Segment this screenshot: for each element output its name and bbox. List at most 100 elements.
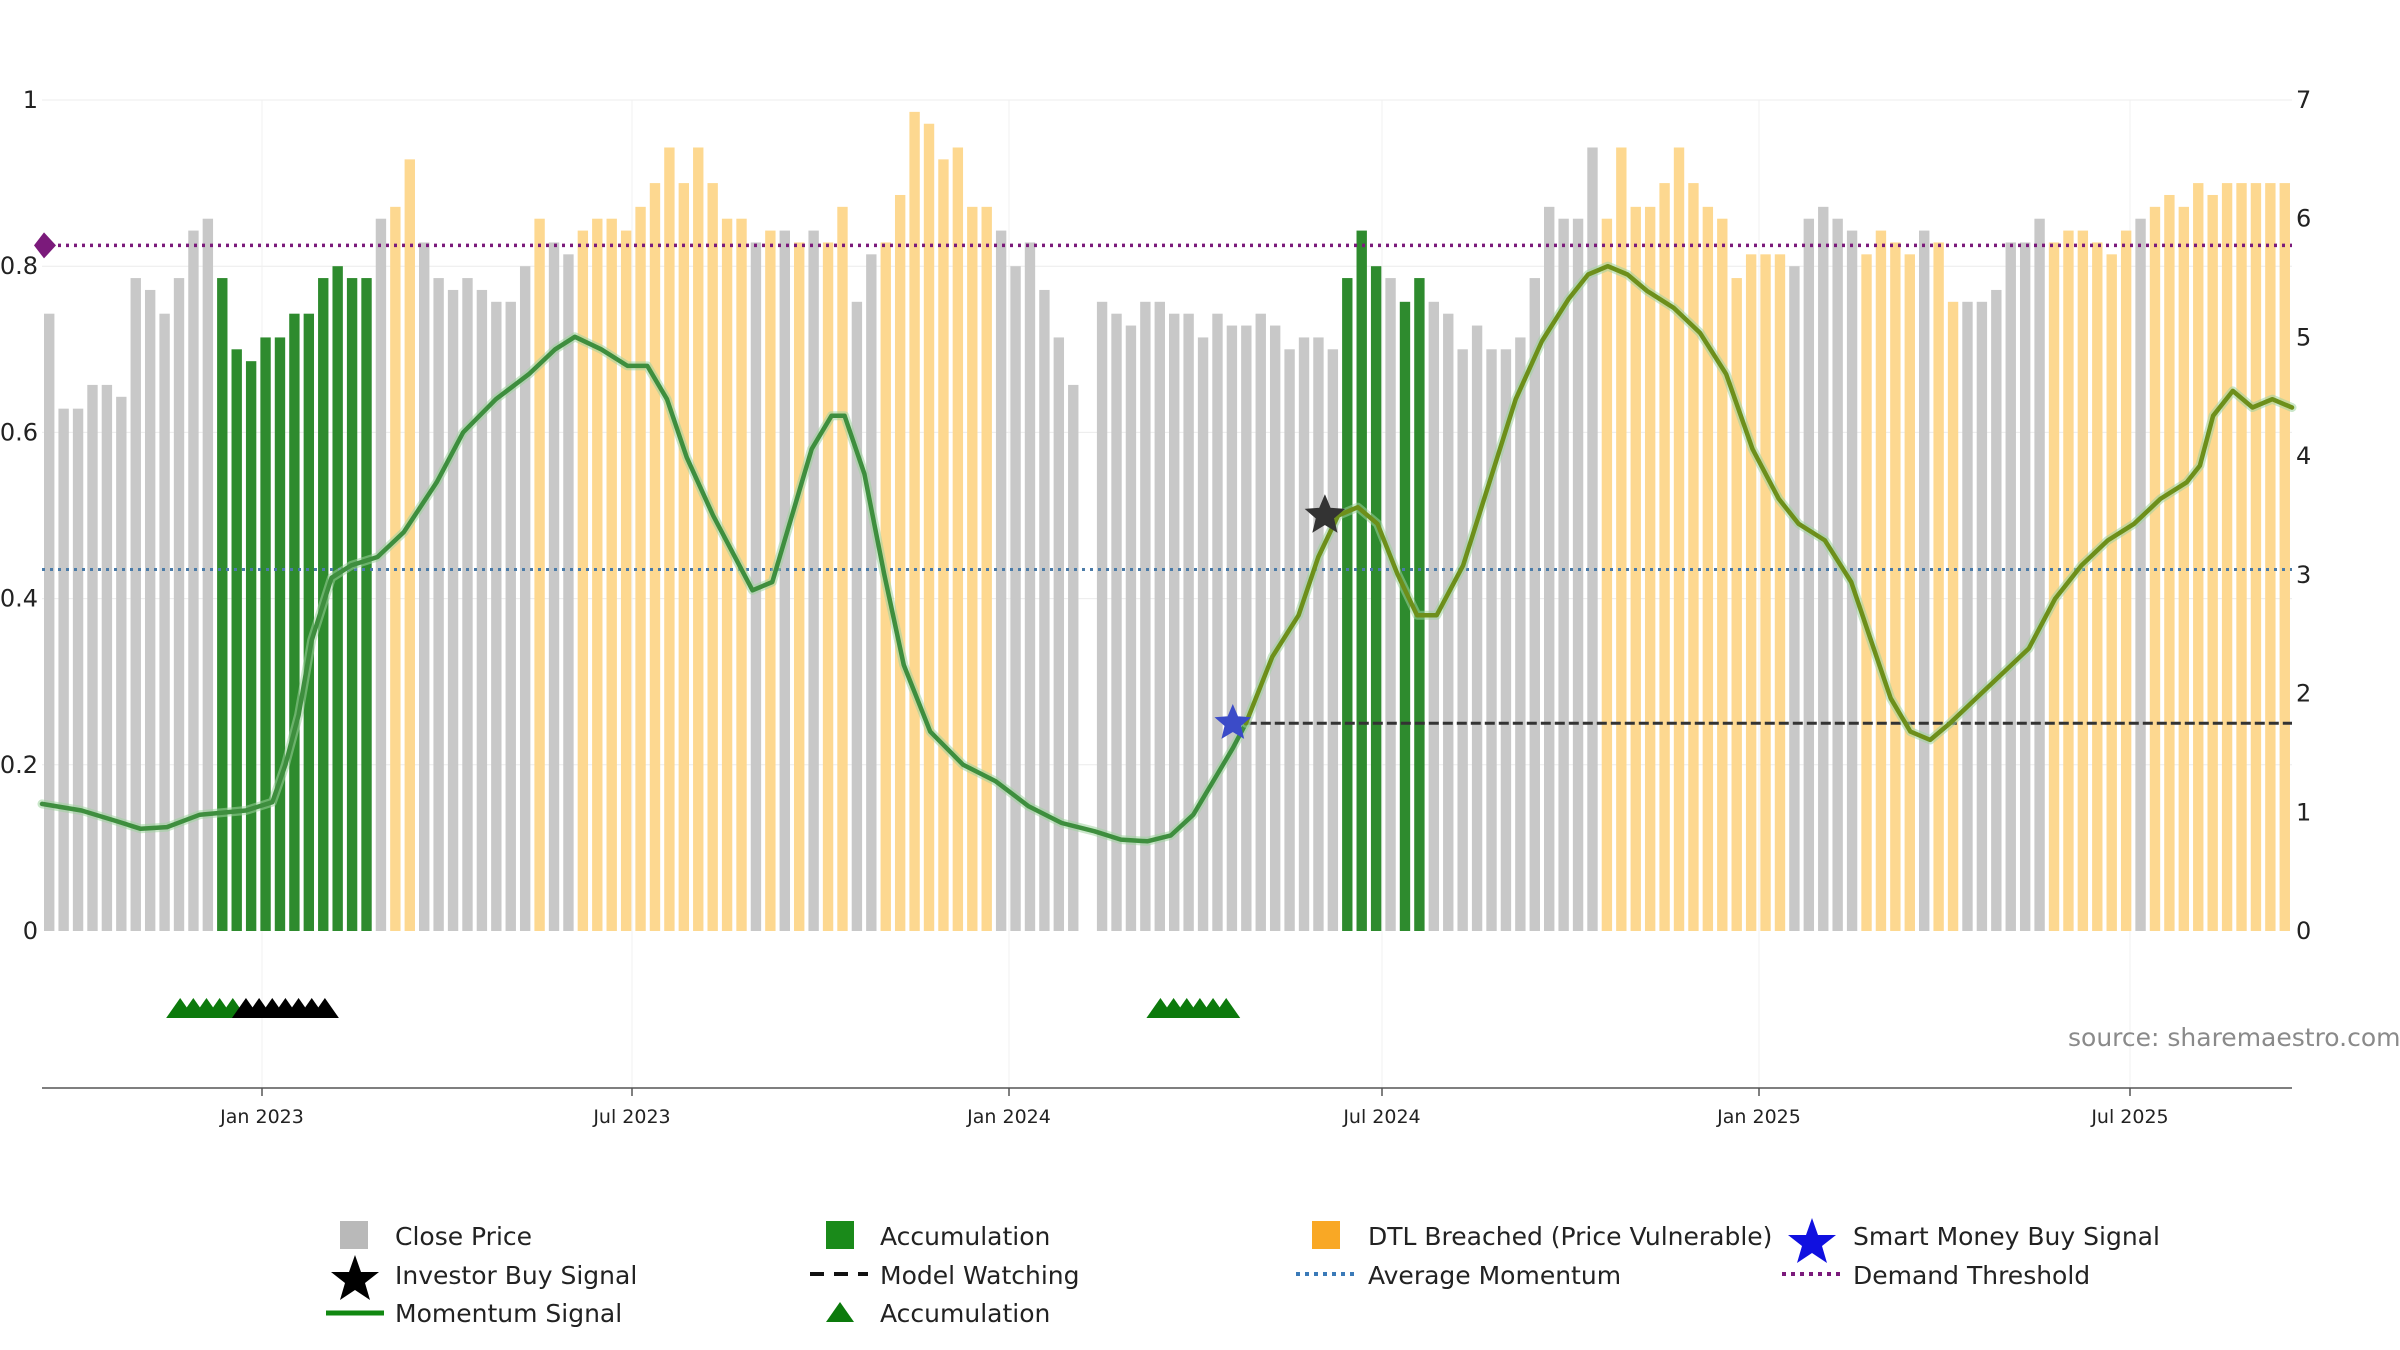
close-price-bar xyxy=(1154,301,1165,931)
close-price-bar xyxy=(2005,242,2016,931)
legend-smart-money-star-icon xyxy=(1788,1218,1836,1263)
close-price-bar xyxy=(995,230,1007,932)
close-price-bar xyxy=(635,206,646,932)
left-tick-label: 0.6 xyxy=(0,418,38,446)
close-price-bar xyxy=(1399,301,1411,931)
close-price-bar xyxy=(447,289,459,931)
reference-lines xyxy=(34,232,2292,725)
close-price-bar xyxy=(2221,183,2233,932)
close-price-bar xyxy=(1197,337,1209,931)
close-price-bar xyxy=(87,384,98,931)
close-price-bar xyxy=(1890,242,1901,931)
demand-threshold-diamond xyxy=(34,232,56,259)
close-price-bar xyxy=(2164,194,2175,932)
legend-accumulation-swatch xyxy=(826,1221,854,1249)
close-price-bar xyxy=(808,230,819,932)
close-price-bar xyxy=(894,194,906,932)
close-price-bar xyxy=(101,384,113,931)
close-price-bar xyxy=(1861,254,1872,931)
close-price-bar xyxy=(577,230,589,932)
close-price-bar xyxy=(1327,349,1339,931)
momentum-signal xyxy=(37,261,2297,846)
left-tick-label: 0 xyxy=(23,917,38,945)
close-price-bar xyxy=(1616,147,1627,932)
close-price-bar xyxy=(159,313,170,931)
close-price-bar xyxy=(462,278,473,931)
close-price-bar xyxy=(476,289,488,931)
close-price-bar xyxy=(116,396,127,931)
close-price-bar xyxy=(1096,301,1108,931)
close-price-bar xyxy=(1471,325,1483,931)
close-price-bar xyxy=(1731,278,1742,931)
close-price-bar xyxy=(1385,278,1396,931)
close-price-bar xyxy=(144,289,156,931)
accumulation-triangle xyxy=(1212,998,1241,1018)
close-price-bar xyxy=(44,313,55,931)
close-price-bar xyxy=(346,278,358,931)
signal-markers xyxy=(166,494,1346,1018)
close-price-bar xyxy=(433,278,444,931)
close-price-bar xyxy=(2034,218,2045,931)
legend-model-watching-label: Model Watching xyxy=(880,1261,1080,1290)
close-price-bar xyxy=(1875,230,1887,932)
close-price-bar xyxy=(491,301,502,931)
close-price-bar xyxy=(1342,278,1353,931)
close-price-bar xyxy=(2135,218,2146,931)
right-tick-label: 4 xyxy=(2296,442,2311,470)
momentum-signal-line xyxy=(1243,263,2295,743)
close-price-bar xyxy=(2048,242,2060,931)
legend-close-price-label: Close Price xyxy=(395,1222,532,1251)
close-price-bar xyxy=(1601,218,1613,931)
close-price-bar xyxy=(130,278,141,931)
close-price-bar xyxy=(1457,349,1468,931)
close-price-bar xyxy=(1919,230,1930,932)
right-tick-label: 7 xyxy=(2296,86,2311,114)
close-price-bar xyxy=(938,159,949,932)
close-price-bar xyxy=(2092,242,2103,931)
close-price-bar xyxy=(1688,183,1699,932)
close-price-bar xyxy=(2265,183,2276,932)
x-tick-label: Jan 2023 xyxy=(219,1106,304,1128)
right-tick-label: 0 xyxy=(2296,917,2311,945)
close-price-bar xyxy=(1947,301,1959,931)
x-tick-label: Jan 2025 xyxy=(1716,1106,1801,1128)
close-price-bar xyxy=(678,183,690,932)
close-price-bar xyxy=(1068,384,1079,931)
close-price-bar xyxy=(1169,313,1180,931)
close-price-bar xyxy=(1241,325,1252,931)
close-price-bar xyxy=(188,230,199,932)
close-price-bar xyxy=(1486,349,1497,931)
x-tick-label: Jul 2023 xyxy=(592,1106,670,1128)
legend-close-price-swatch xyxy=(340,1221,368,1249)
close-price-bar xyxy=(72,408,84,931)
close-price-bar xyxy=(1298,337,1310,931)
close-price-bar xyxy=(721,218,733,931)
x-tick-label: Jul 2025 xyxy=(2090,1106,2168,1128)
close-price-bar xyxy=(779,230,790,932)
close-price-bar xyxy=(923,123,935,932)
close-price-bar xyxy=(1140,301,1151,931)
close-price-bar xyxy=(1053,337,1065,931)
close-price-bar xyxy=(1370,266,1382,931)
close-price-bar xyxy=(1111,313,1122,931)
close-price-bar xyxy=(2250,183,2262,932)
close-price-bar xyxy=(1024,242,1036,931)
close-price-bar xyxy=(1745,254,1757,931)
right-tick-label: 1 xyxy=(2296,798,2311,826)
close-price-bar xyxy=(202,218,214,931)
close-price-bar xyxy=(173,278,185,931)
left-tick-label: 0.2 xyxy=(0,751,38,779)
close-price-bar xyxy=(1760,254,1771,931)
right-tick-label: 2 xyxy=(2296,680,2311,708)
close-price-bar xyxy=(1313,337,1324,931)
close-price-bar xyxy=(1255,313,1266,931)
close-price-bar xyxy=(1443,313,1454,931)
close-price-bar xyxy=(851,301,863,931)
close-price-bar xyxy=(1673,147,1685,932)
x-tick-label: Jan 2024 xyxy=(966,1106,1051,1128)
legend-demand-threshold-label: Demand Threshold xyxy=(1853,1261,2090,1290)
close-price-bar xyxy=(505,301,516,931)
close-price-bar xyxy=(1039,289,1050,931)
close-price-bar xyxy=(289,313,300,931)
close-price-bar xyxy=(231,349,242,931)
